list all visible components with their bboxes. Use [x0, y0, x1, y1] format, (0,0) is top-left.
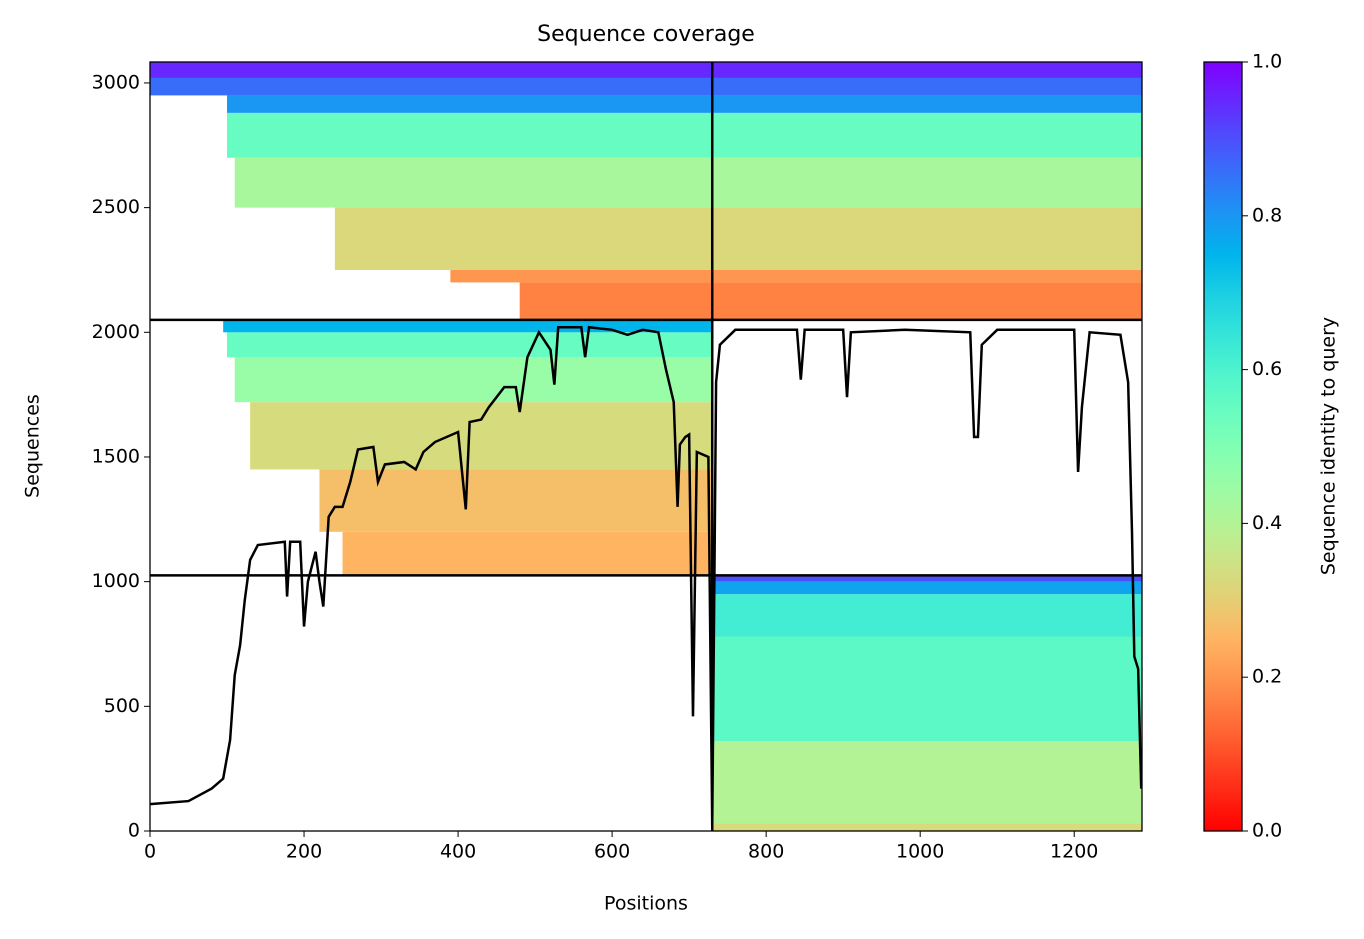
coverage-band: [150, 62, 1142, 78]
y-tick-label: 2000: [92, 321, 140, 343]
coverage-band: [712, 575, 1142, 582]
coverage-band: [712, 741, 1142, 824]
coverage-line: [149, 325, 1143, 827]
colorbar-tick-label: 0.8: [1252, 204, 1282, 226]
colorbar-label: Sequence identity to query: [1318, 317, 1340, 575]
colorbar: [1203, 61, 1243, 832]
chart-title: Sequence coverage: [537, 22, 755, 47]
coverage-band: [712, 594, 1142, 637]
coverage-band: [712, 636, 1142, 742]
y-tick-label: 1000: [92, 570, 140, 592]
coverage-band: [150, 77, 1142, 96]
y-tick-label: 0: [128, 820, 140, 842]
coverage-band: [227, 332, 713, 358]
x-tick-label: 800: [748, 841, 784, 863]
coverage-band: [227, 95, 1143, 113]
colorbar-tick-label: 0.0: [1252, 820, 1282, 842]
colorbar-tick-label: 1.0: [1252, 51, 1282, 73]
coverage-band: [227, 112, 1143, 158]
colorbar-tick-label: 0.4: [1252, 512, 1282, 534]
x-axis-label: Positions: [604, 893, 688, 915]
x-tick-label: 400: [440, 841, 476, 863]
y-tick-label: 2500: [92, 196, 140, 218]
y-tick-label: 3000: [92, 71, 140, 93]
colorbar-tick-label: 0.2: [1252, 666, 1282, 688]
coverage-band: [712, 823, 1142, 831]
x-tick-label: 1200: [1050, 841, 1098, 863]
colorbar-tick-label: 0.6: [1252, 358, 1282, 380]
plot-frame: [149, 61, 1143, 832]
coverage-band: [450, 269, 1142, 283]
x-tick-label: 200: [286, 841, 322, 863]
x-tick-label: 0: [144, 841, 156, 863]
y-axis-label: Sequences: [22, 394, 44, 498]
coverage-band: [234, 157, 1143, 208]
x-tick-label: 600: [594, 841, 630, 863]
coverage-band: [342, 531, 713, 576]
coverage-band: [519, 282, 1142, 320]
y-tick-label: 1500: [92, 445, 140, 467]
coverage-band: [250, 402, 713, 470]
coverage-band: [334, 207, 1142, 270]
coverage-band: [712, 581, 1142, 595]
coverage-band: [319, 469, 713, 532]
x-tick-label: 1000: [896, 841, 944, 863]
coverage-band: [234, 357, 713, 403]
y-tick-label: 500: [104, 695, 140, 717]
